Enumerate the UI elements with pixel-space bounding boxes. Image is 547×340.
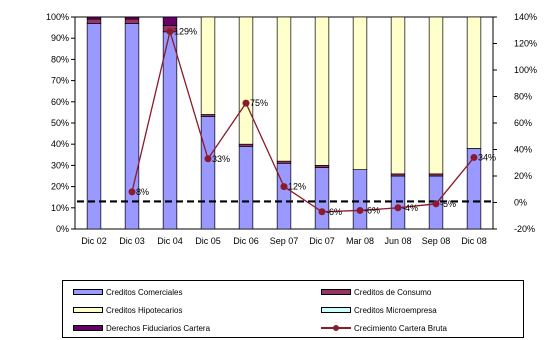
bar-segment-0	[352, 169, 368, 230]
x-tick-label: Jun 08	[384, 236, 411, 246]
x-tick-label: Sep 07	[270, 236, 299, 246]
y-right-tick-label: 120%	[514, 39, 537, 49]
y-left-tick-label: 20%	[51, 182, 69, 192]
y-left-tick-label: 10%	[51, 203, 69, 213]
growth-point	[166, 28, 174, 36]
growth-data-label: -4%	[402, 203, 418, 213]
growth-point	[356, 206, 364, 214]
legend-label-derechos-fiduciarios: Derechos Fiduciarios Cartera	[106, 323, 211, 333]
legend-item-creditos-hipotecarios: Creditos Hipotecarios	[73, 304, 182, 316]
bar-segment-0	[86, 23, 102, 230]
bar-segment-0	[238, 145, 254, 230]
legend-item-crecimiento-cartera: Crecimiento Cartera Bruta	[321, 322, 447, 334]
bar-segment-1	[86, 18, 102, 24]
y-right-tick-label: 40%	[514, 145, 532, 155]
growth-point	[432, 200, 440, 208]
legend-swatch-derechos-fiduciarios	[73, 325, 103, 331]
growth-data-label: 12%	[288, 182, 306, 192]
y-left-tick-label: 0%	[56, 224, 69, 234]
y-left-tick-label: 30%	[51, 160, 69, 170]
growth-data-label: 75%	[250, 98, 268, 108]
legend-label-creditos-de-consumo: Creditos de Consumo	[354, 287, 432, 297]
bar-segment-0	[200, 116, 216, 230]
growth-data-label: 8%	[136, 187, 149, 197]
y-left-tick-label: 100%	[46, 12, 69, 22]
y-left-tick-label: 60%	[51, 97, 69, 107]
x-tick-label: Dic 02	[81, 236, 107, 246]
legend-swatch-creditos-hipotecarios	[73, 307, 103, 313]
bar-segment-4	[124, 16, 140, 20]
x-tick-label: Mar 08	[346, 236, 374, 246]
bar-segment-2	[428, 16, 444, 175]
growth-point	[318, 208, 326, 216]
legend: Creditos Comerciales Creditos de Consumo…	[62, 280, 524, 338]
bar-segment-2	[200, 16, 216, 115]
growth-data-label: -5%	[440, 199, 456, 209]
y-right-tick-label: 80%	[514, 92, 532, 102]
growth-data-label: -6%	[326, 207, 342, 217]
growth-point	[470, 153, 478, 161]
legend-swatch-creditos-comerciales	[73, 289, 103, 295]
legend-item-creditos-comerciales: Creditos Comerciales	[73, 286, 182, 298]
y-left-tick-label: 70%	[51, 76, 69, 86]
bar-segment-2	[352, 16, 368, 170]
legend-item-creditos-de-consumo: Creditos de Consumo	[321, 286, 431, 298]
x-tick-label: Dic 03	[119, 236, 145, 246]
y-right-tick-label: 60%	[514, 118, 532, 128]
legend-swatch-creditos-de-consumo	[321, 289, 351, 295]
x-tick-label: Sep 08	[422, 236, 451, 246]
bar-segment-4	[86, 16, 102, 20]
growth-point	[204, 155, 212, 163]
chart: 0% 10% 20% 30% 40% 50% 60% 70% 80% 90% 100% -20% 0% 2…	[46, 12, 537, 246]
bar-segment-0	[276, 162, 292, 230]
bar-segment-1	[124, 18, 140, 24]
y-right-tick-label: 100%	[514, 65, 537, 75]
x-tick-label: Dic 07	[309, 236, 335, 246]
bar-segment-2	[314, 16, 330, 166]
y-left-tick-label: 90%	[51, 33, 69, 43]
bar-segment-0	[124, 23, 140, 230]
legend-item-derechos-fiduciarios: Derechos Fiduciarios Cartera	[73, 322, 210, 334]
growth-point	[280, 183, 288, 191]
bar-segment-4	[162, 16, 178, 26]
growth-point	[242, 99, 250, 107]
bar-segment-2	[276, 16, 292, 162]
bar-segment-2	[390, 16, 406, 175]
x-tick-label: Dic 08	[461, 236, 487, 246]
growth-data-label: 129%	[174, 27, 197, 37]
growth-data-label: 33%	[212, 154, 230, 164]
bar-segment-2	[238, 16, 254, 145]
bar-segment-2	[466, 16, 482, 149]
bar-segment-0	[162, 31, 178, 230]
y-right-tick-label: 140%	[514, 12, 537, 22]
legend-label-creditos-hipotecarios: Creditos Hipotecarios	[106, 305, 183, 315]
y-right-tick-label: 20%	[514, 171, 532, 181]
x-tick-label: Dic 04	[157, 236, 183, 246]
legend-item-creditos-microempresa: Creditos Microempresa	[321, 304, 437, 316]
y-left-tick-label: 40%	[51, 139, 69, 149]
legend-line-crecimiento-cartera	[321, 325, 351, 331]
growth-point	[394, 204, 402, 212]
y-right-tick-label: 0%	[514, 198, 527, 208]
growth-data-label: -6%	[364, 205, 380, 215]
growth-line	[131, 29, 475, 213]
legend-label-crecimiento-cartera: Crecimiento Cartera Bruta	[354, 323, 447, 333]
x-tick-label: Dic 05	[195, 236, 221, 246]
legend-label-creditos-microempresa: Creditos Microempresa	[354, 305, 437, 315]
bar-segment-0	[314, 167, 330, 230]
legend-swatch-creditos-microempresa	[321, 307, 351, 313]
x-tick-label: Dic 06	[233, 236, 259, 246]
legend-label-creditos-comerciales: Creditos Comerciales	[106, 287, 183, 297]
growth-point	[128, 188, 136, 196]
growth-data-label: 34%	[478, 152, 496, 162]
y-right-tick-label: -20%	[514, 224, 535, 234]
y-left-tick-label: 50%	[51, 118, 69, 128]
y-left-tick-label: 80%	[51, 54, 69, 64]
